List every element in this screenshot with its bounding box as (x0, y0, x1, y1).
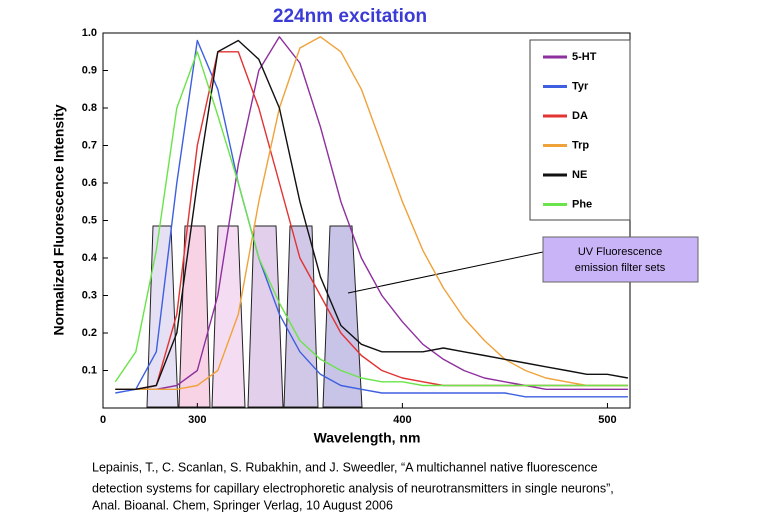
filter (283, 225, 319, 408)
annotation: UV Fluorescence (578, 246, 662, 258)
x-axis-label: Wavelength, nm (314, 430, 421, 446)
legend-label: Tyr (572, 80, 589, 92)
y-tick-label: 0.3 (82, 289, 97, 301)
y-tick-label: 0.8 (82, 102, 97, 114)
x-tick-label: 0 (100, 414, 106, 426)
y-tick-label: 0.6 (82, 177, 97, 189)
y-axis-label: Normalized Fluorescence Intensity (51, 104, 67, 335)
y-tick-label: 0.7 (82, 139, 97, 151)
legend (529, 39, 631, 221)
legend-label: 5-HT (572, 51, 597, 63)
filter (211, 225, 246, 408)
y-tick-label: 1.0 (82, 27, 97, 39)
series-line (114, 51, 628, 387)
annotation-box (542, 236, 699, 283)
citation: detection systems for capillary electrop… (92, 481, 614, 495)
filter (322, 225, 363, 408)
legend-label: Phe (572, 198, 592, 210)
filter (178, 225, 211, 408)
y-tick-label: 0.1 (82, 364, 97, 376)
legend-label: Trp (572, 139, 589, 151)
filters (146, 225, 363, 408)
series-line (115, 36, 628, 390)
series-line (115, 36, 628, 390)
annotation-pointer (347, 251, 544, 294)
chart-title: 224nm excitation (273, 6, 427, 27)
legend-label: NE (572, 169, 587, 181)
citation: Anal. Bioanal. Chem, Springer Verlag, 10… (92, 498, 393, 512)
x-tick-label: 500 (598, 414, 616, 426)
x-tick-label: 400 (393, 414, 411, 426)
citation: Lepainis, T., C. Scanlan, S. Rubakhin, a… (92, 460, 598, 474)
series-line (115, 39, 628, 398)
legend-label: DA (572, 110, 588, 122)
y-tick-label: 0.9 (82, 64, 97, 76)
y-tick-label: 0.5 (82, 214, 97, 226)
filter (247, 225, 284, 408)
y-tick-label: 0.2 (82, 327, 97, 339)
annotation: emission filter sets (575, 262, 666, 274)
filter (146, 225, 179, 408)
x-tick-label: 300 (188, 414, 206, 426)
y-tick-label: 0.4 (82, 252, 98, 264)
series-line (115, 39, 629, 390)
